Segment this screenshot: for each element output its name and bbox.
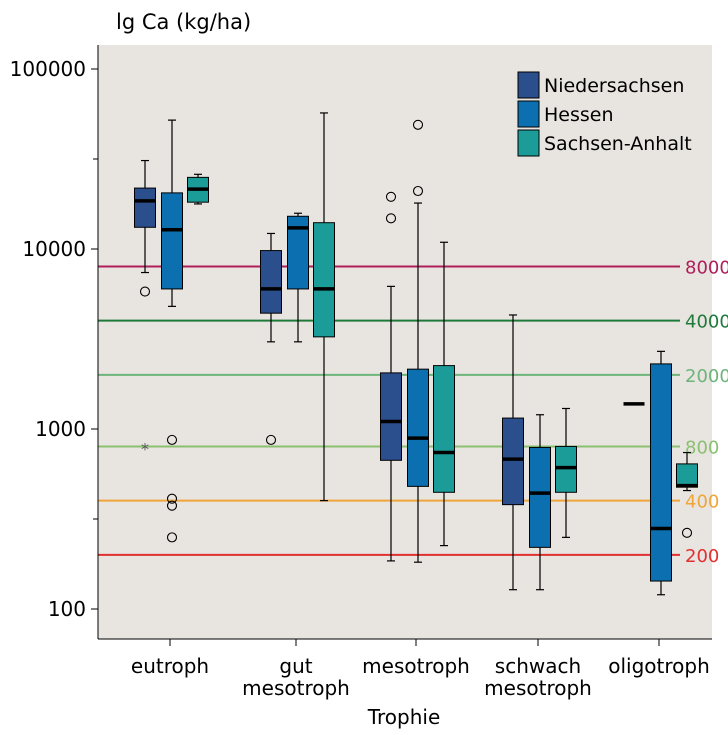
reference-label-2000: 2000 (685, 366, 728, 387)
x-tick-label: mesotroph (242, 676, 350, 700)
outlier-point (166, 493, 178, 504)
box-hessen-1 (287, 212, 309, 343)
box-layer: * (134, 112, 698, 596)
box-body (287, 215, 309, 290)
box-hessen-4 (650, 350, 672, 596)
box-body (260, 250, 282, 314)
outlier-point (385, 191, 397, 202)
outlier-point (166, 500, 178, 511)
x-tick-label: mesotroph (484, 676, 592, 700)
box-sachsen-anhalt-4 (676, 451, 698, 538)
box-sachsen-anhalt-3 (555, 407, 577, 538)
reference-label-400: 400 (685, 492, 719, 513)
box-hessen-2 (407, 119, 429, 563)
legend: Niedersachsen Hessen Sachsen-Anhalt (517, 71, 692, 157)
box-niedersachsen-2 (380, 191, 402, 562)
box-body (502, 417, 524, 506)
reference-label-4000: 4000 (685, 312, 728, 333)
outlier-point (166, 532, 178, 543)
legend-label-niedersachsen: Niedersachsen (544, 75, 684, 97)
box-body (676, 463, 698, 488)
reference-label-200: 200 (685, 546, 719, 567)
box-body (380, 372, 402, 461)
x-tick-label: mesotroph (362, 654, 470, 678)
box-body (407, 368, 429, 487)
x-tick-label: oligotroph (608, 654, 710, 678)
box-body (313, 222, 335, 338)
x-tick-label: schwach (495, 654, 581, 678)
box-body (134, 187, 156, 228)
y-tick-label: 1000 (35, 417, 86, 441)
box-sachsen-anhalt-2 (433, 241, 455, 547)
legend-swatch-sachsen-anhalt (517, 129, 540, 157)
outlier-point (139, 286, 151, 297)
x-tick-label: eutroph (131, 654, 209, 678)
box-body (161, 192, 183, 290)
outlier-point (385, 213, 397, 224)
box-niedersachsen-1 (260, 232, 282, 445)
outlier-point (412, 185, 424, 197)
outlier-point (166, 434, 178, 445)
extreme-point: * (141, 439, 149, 458)
x-axis-title: Trophie (367, 705, 441, 729)
legend-swatch-hessen (517, 100, 540, 128)
legend-label-sachsen-anhalt: Sachsen-Anhalt (544, 133, 692, 155)
reference-label-800: 800 (685, 437, 719, 458)
x-tick-label: gut (279, 654, 312, 678)
box-body (650, 363, 672, 582)
reference-label-8000: 8000 (685, 257, 728, 278)
plot-background (98, 45, 712, 639)
box-body (433, 365, 455, 493)
y-tick-label: 10000 (22, 237, 86, 261)
y-tick-label: 100000 (10, 57, 86, 81)
chart-title: lg Ca (kg/ha) (116, 10, 251, 34)
box-sachsen-anhalt-1 (313, 112, 335, 502)
legend-swatch-niedersachsen (517, 71, 540, 99)
box-hessen-0 (161, 119, 183, 543)
y-tick-label: 100 (48, 597, 86, 621)
outlier-point (681, 527, 693, 538)
box-hessen-3 (529, 414, 551, 591)
outlier-point (265, 434, 277, 445)
box-body (529, 446, 551, 548)
box-sachsen-anhalt-0 (187, 173, 209, 205)
box-niedersachsen-3 (502, 314, 524, 591)
legend-label-hessen: Hessen (544, 104, 614, 126)
outlier-point (412, 119, 424, 130)
grid-layer: 8000 4000 2000 800 400 200 (98, 257, 728, 567)
box-niedersachsen-0: * (134, 159, 156, 458)
